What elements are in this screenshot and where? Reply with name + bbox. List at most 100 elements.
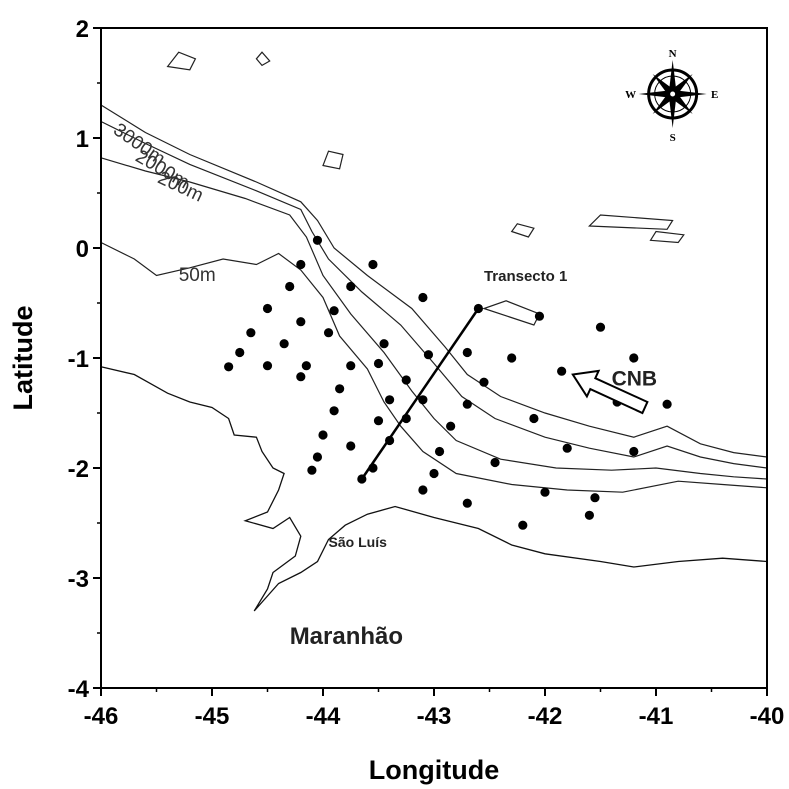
island-4 <box>588 214 674 230</box>
x-tick-label-1: -45 <box>195 703 230 730</box>
island-2 <box>322 150 344 170</box>
station-47 <box>562 443 572 453</box>
station-46 <box>490 457 500 468</box>
station-56 <box>462 498 472 508</box>
state-label: Maranhão <box>290 623 403 650</box>
station-57 <box>584 510 595 520</box>
station-24 <box>224 362 234 372</box>
station-9 <box>323 328 334 338</box>
compass-west: W <box>625 89 636 101</box>
station-1 <box>296 259 306 270</box>
y-tick-label-3: -1 <box>68 346 89 373</box>
station-43 <box>346 441 356 451</box>
station-22 <box>301 361 311 371</box>
station-58 <box>518 520 528 530</box>
station-26 <box>373 358 384 369</box>
island-3 <box>510 223 535 238</box>
station-18 <box>507 353 517 363</box>
y-axis-ticks: 2 1 0 -1 -2 -3 -4 <box>68 16 101 703</box>
y-tick-label-5: -3 <box>68 566 89 593</box>
station-19 <box>595 322 606 332</box>
isobath-contours <box>100 104 768 493</box>
isobath-2000m <box>100 120 768 469</box>
station-4 <box>346 281 356 292</box>
x-tick-label-6: -40 <box>750 703 785 730</box>
station-28 <box>479 377 489 387</box>
station-2 <box>368 259 378 270</box>
station-10 <box>418 292 428 303</box>
y-tick-label-6: -4 <box>68 676 90 703</box>
station-5 <box>262 303 273 314</box>
current-arrow <box>571 369 649 415</box>
station-35 <box>529 413 539 424</box>
station-17 <box>423 350 434 360</box>
station-29 <box>557 366 567 376</box>
station-49 <box>307 465 317 475</box>
city-label: São Luís <box>329 534 388 550</box>
station-3 <box>285 281 295 292</box>
isobath-200m <box>100 157 768 480</box>
station-14 <box>279 339 289 349</box>
station-32 <box>385 395 395 405</box>
island-5 <box>649 230 685 244</box>
station-39 <box>373 416 384 426</box>
station-27 <box>401 375 411 385</box>
y-tick-label-1: 1 <box>76 126 89 153</box>
station-15 <box>379 339 389 349</box>
station-11 <box>473 303 483 314</box>
x-tick-label-5: -41 <box>639 703 674 730</box>
station-55 <box>590 493 600 503</box>
station-41 <box>446 421 456 431</box>
isobath-3000m <box>100 104 768 458</box>
station-40 <box>401 413 411 424</box>
island-1 <box>255 51 271 67</box>
x-axis-ticks: -46 -45 -44 -43 -42 -41 -40 <box>84 688 785 730</box>
station-7 <box>296 317 306 327</box>
station-23 <box>296 372 306 382</box>
y-axis-title: Latitude <box>8 306 38 411</box>
station-52 <box>357 474 367 484</box>
station-33 <box>418 395 428 405</box>
station-51 <box>429 468 439 479</box>
station-20 <box>629 353 639 363</box>
y-tick-label-2: 0 <box>76 236 89 263</box>
compass-east: E <box>711 89 718 101</box>
station-34 <box>462 399 472 409</box>
station-25 <box>346 361 356 371</box>
cnb-arrow-icon <box>571 369 649 415</box>
x-axis-title: Longitude <box>369 755 499 785</box>
isobath-50m <box>100 241 768 493</box>
x-tick-label-3: -43 <box>417 703 452 730</box>
station-50 <box>368 463 378 473</box>
station-42 <box>312 452 323 462</box>
x-tick-label-2: -44 <box>306 703 341 730</box>
station-31 <box>329 406 339 416</box>
station-37 <box>662 399 672 409</box>
island-0 <box>166 51 197 71</box>
y-tick-label-4: -2 <box>68 456 89 483</box>
station-0 <box>312 235 323 245</box>
station-48 <box>629 446 639 457</box>
station-16 <box>462 347 472 358</box>
station-13 <box>235 347 245 358</box>
compass-north: N <box>669 48 677 60</box>
station-8 <box>246 328 256 338</box>
isobath-label-3: 50m <box>179 265 216 286</box>
station-53 <box>418 485 428 495</box>
station-54 <box>540 487 550 497</box>
station-44 <box>385 435 395 446</box>
transect-label: Transecto 1 <box>484 268 567 285</box>
y-tick-label-0: 2 <box>76 16 89 43</box>
transect-line <box>360 307 480 480</box>
x-tick-label-4: -42 <box>528 703 563 730</box>
station-38 <box>318 430 328 440</box>
coastline <box>100 366 768 612</box>
compass-south: S <box>670 132 676 144</box>
station-21 <box>262 361 273 371</box>
station-12 <box>534 311 545 321</box>
station-6 <box>329 306 339 316</box>
current-label: CNB <box>612 368 658 391</box>
station-30 <box>335 384 345 394</box>
sampling-stations <box>224 235 672 530</box>
